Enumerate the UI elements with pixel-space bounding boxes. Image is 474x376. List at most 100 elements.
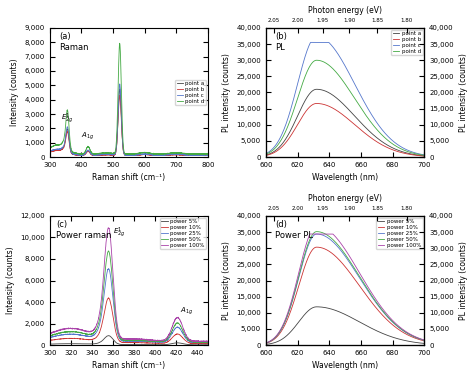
power 50% — [390, 319, 395, 324]
power 25% — [333, 243, 339, 247]
point c — [372, 117, 378, 122]
Y-axis label: PL intensity (counts): PL intensity (counts) — [222, 53, 231, 132]
power 25% — [65, 332, 71, 337]
point d — [65, 109, 71, 114]
power 10% — [387, 320, 392, 324]
power 50% — [314, 229, 319, 234]
point a — [202, 153, 208, 158]
power 25% — [421, 338, 427, 343]
power 10% — [205, 341, 211, 346]
power 25% — [390, 320, 395, 324]
power 100% — [372, 296, 378, 300]
point c — [185, 153, 191, 157]
power 100% — [263, 341, 269, 345]
power 50% — [118, 336, 123, 340]
power 5% — [137, 342, 143, 347]
power 100% — [194, 340, 200, 344]
point d — [108, 151, 113, 155]
power 10% — [106, 296, 111, 300]
power 5% — [372, 327, 378, 332]
point b — [202, 153, 208, 158]
Text: $E^1_{2g}$: $E^1_{2g}$ — [61, 111, 73, 126]
point a — [185, 153, 191, 158]
point b — [114, 134, 120, 138]
Line: power 50%: power 50% — [266, 232, 424, 343]
Line: power 50%: power 50% — [50, 251, 208, 343]
power 5% — [106, 334, 111, 338]
Line: power 10%: power 10% — [266, 247, 424, 343]
X-axis label: Photon energy (eV): Photon energy (eV) — [308, 194, 382, 203]
point c — [202, 153, 208, 158]
point b — [333, 108, 339, 112]
power 100% — [118, 334, 123, 339]
power 5% — [65, 341, 71, 346]
power 25% — [327, 237, 333, 242]
point d — [421, 153, 427, 158]
power 10% — [372, 304, 378, 309]
Text: $A_{1g}$: $A_{1g}$ — [82, 130, 95, 142]
power 25% — [106, 267, 111, 271]
power 100% — [120, 336, 126, 340]
power 10% — [137, 340, 143, 345]
point d — [47, 146, 53, 150]
power 10% — [421, 339, 427, 343]
power 25% — [205, 340, 211, 345]
point d — [333, 70, 339, 74]
power 25% — [120, 339, 126, 343]
point a — [421, 153, 427, 158]
Text: (a)
Raman: (a) Raman — [59, 32, 89, 52]
power 10% — [279, 328, 285, 332]
power 5% — [333, 308, 339, 313]
Legend: power 5%, power 10%, power 25%, power 50%, power 100%: power 5%, power 10%, power 25%, power 50… — [160, 218, 206, 249]
point c — [333, 49, 339, 53]
power 10% — [390, 323, 395, 327]
power 50% — [120, 338, 126, 342]
X-axis label: Wavelength (nm): Wavelength (nm) — [312, 361, 378, 370]
point d — [202, 152, 208, 156]
power 5% — [59, 341, 65, 346]
X-axis label: Raman shift (cm⁻¹): Raman shift (cm⁻¹) — [92, 361, 165, 370]
X-axis label: Photon energy (eV): Photon energy (eV) — [308, 6, 382, 15]
point b — [65, 130, 71, 135]
Line: power 10%: power 10% — [50, 298, 208, 344]
point c — [421, 153, 427, 157]
point a — [108, 153, 113, 157]
point d — [114, 117, 120, 121]
point c — [387, 136, 392, 140]
point c — [47, 149, 53, 153]
power 5% — [279, 337, 285, 341]
power 10% — [47, 338, 53, 343]
Line: power 25%: power 25% — [50, 269, 208, 343]
point b — [314, 101, 319, 106]
point d — [372, 125, 378, 129]
point d — [198, 152, 203, 157]
power 100% — [59, 327, 65, 332]
point a — [192, 153, 198, 158]
Text: (c)
Power raman: (c) Power raman — [56, 220, 111, 240]
power 10% — [201, 341, 207, 346]
point b — [390, 147, 395, 152]
power 5% — [205, 343, 211, 347]
power 25% — [118, 337, 123, 341]
power 50% — [106, 249, 111, 253]
point a — [117, 86, 123, 91]
point c — [263, 151, 269, 156]
point b — [327, 105, 333, 109]
point a — [47, 149, 53, 154]
point a — [263, 153, 269, 157]
point a — [333, 95, 339, 100]
power 50% — [47, 334, 53, 338]
power 50% — [263, 341, 269, 345]
point d — [185, 152, 191, 156]
Text: $A_{1g}$: $A_{1g}$ — [181, 306, 193, 317]
power 25% — [279, 326, 285, 330]
power 100% — [307, 232, 313, 236]
point d — [314, 58, 319, 62]
point a — [390, 146, 395, 150]
power 100% — [390, 318, 395, 323]
power 10% — [59, 337, 65, 341]
power 50% — [65, 330, 71, 334]
point a — [74, 153, 80, 157]
power 25% — [47, 335, 53, 340]
Line: power 5%: power 5% — [266, 307, 424, 344]
